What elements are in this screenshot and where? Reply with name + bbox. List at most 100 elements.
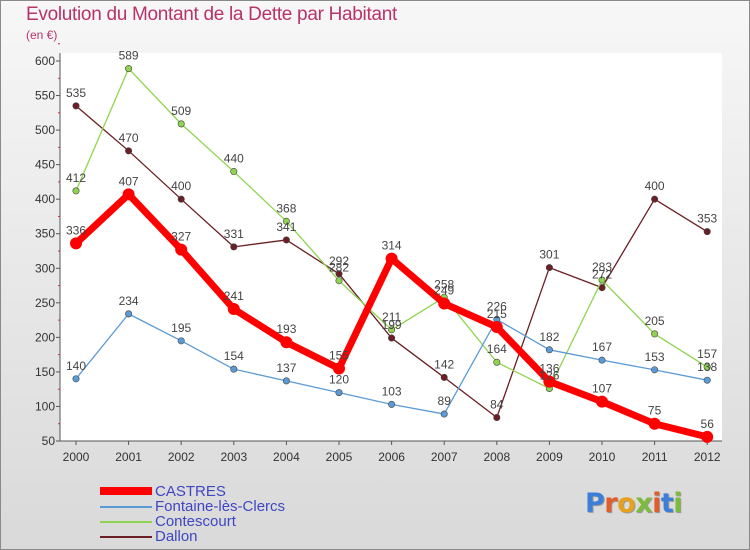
data-label-castres: 193 (276, 322, 296, 336)
data-label-contescourt: 283 (592, 260, 612, 274)
y-tick-label: 100 (35, 399, 55, 413)
x-tick-label: 2010 (589, 450, 616, 464)
data-label-dallon: 353 (697, 212, 717, 226)
data-label-dallon: 400 (171, 179, 191, 193)
data-point-fontaine-les-clercs (388, 400, 396, 408)
x-tick-label: 2012 (694, 450, 721, 464)
y-tick-label: 400 (35, 192, 55, 206)
x-tick-label: 2000 (63, 450, 90, 464)
data-point-castres (438, 297, 451, 310)
y-tick-label: 450 (35, 158, 55, 172)
data-label-castres: 136 (539, 362, 559, 376)
chart-legend: CASTRES Fontaine-lès-Clercs Contescourt … (100, 483, 360, 545)
logo-letter: t (660, 488, 674, 519)
data-label-dallon: 272 (592, 268, 612, 282)
data-label-dallon: 292 (329, 254, 349, 268)
x-tick-label: 2009 (536, 450, 563, 464)
data-label-dallon: 535 (66, 86, 86, 100)
legend-item-dallon: Dallon (100, 528, 360, 545)
data-point-dallon (335, 270, 343, 278)
data-point-fontaine-les-clercs (598, 356, 606, 364)
data-label-contescourt: 509 (171, 104, 191, 118)
data-point-dallon (703, 228, 711, 236)
data-label-fontaine-les-clercs: 154 (224, 349, 244, 363)
data-label-castres: 407 (119, 174, 139, 188)
y-tick-label: 600 (35, 54, 55, 68)
data-label-castres: 336 (66, 223, 86, 237)
data-label-dallon: 341 (276, 220, 296, 234)
data-point-castres (543, 375, 556, 388)
data-label-castres: 327 (171, 230, 191, 244)
data-point-contescourt (282, 217, 290, 225)
data-label-castres: 107 (592, 382, 612, 396)
data-point-castres (648, 417, 661, 430)
data-label-fontaine-les-clercs: 138 (697, 360, 717, 374)
data-point-dallon (72, 102, 80, 110)
data-label-contescourt: 157 (697, 347, 717, 361)
logo-letter: P (585, 488, 605, 519)
data-label-contescourt: 368 (276, 201, 296, 215)
data-point-contescourt (493, 358, 501, 366)
legend-label-fontaine-les-clercs: Fontaine-lès-Clercs (155, 498, 286, 515)
legend-swatch-castres (100, 487, 152, 495)
logo-letter: i (652, 488, 661, 519)
data-label-castres: 56 (701, 417, 715, 431)
data-label-castres: 249 (434, 284, 454, 298)
data-label-contescourt: 126 (539, 368, 559, 382)
x-tick-label: 2007 (431, 450, 458, 464)
data-label-fontaine-les-clercs: 153 (645, 350, 665, 364)
legend-item-castres: CASTRES (100, 483, 360, 500)
data-point-contescourt (388, 326, 396, 334)
data-label-contescourt: 164 (487, 342, 507, 356)
data-label-dallon: 199 (382, 318, 402, 332)
x-tick-label: 2004 (273, 450, 300, 464)
data-label-contescourt: 258 (434, 277, 454, 291)
data-label-contescourt: 282 (329, 261, 349, 275)
data-point-dallon (177, 195, 185, 203)
data-point-dallon (651, 195, 659, 203)
data-label-dallon: 400 (645, 179, 665, 193)
legend-swatch-contescourt (100, 521, 152, 523)
x-tick-label: 2011 (642, 450, 668, 464)
data-label-fontaine-les-clercs: 167 (592, 340, 612, 354)
data-label-dallon: 84 (490, 398, 504, 412)
data-point-contescourt (177, 120, 185, 128)
data-label-fontaine-les-clercs: 195 (171, 321, 191, 335)
data-label-castres: 215 (487, 307, 507, 321)
data-point-dallon (545, 264, 553, 272)
data-point-fontaine-les-clercs (230, 365, 238, 373)
data-label-fontaine-les-clercs: 234 (119, 294, 139, 308)
legend-label-dallon: Dallon (155, 528, 198, 545)
data-point-fontaine-les-clercs (72, 375, 80, 383)
data-label-dallon: 301 (539, 248, 559, 262)
y-tick-label: 550 (35, 89, 55, 103)
y-tick-label: 300 (35, 261, 55, 275)
x-tick-label: 2002 (168, 450, 195, 464)
data-point-castres (490, 321, 503, 333)
x-tick-label: 2005 (326, 450, 353, 464)
x-tick-label: 2006 (378, 450, 405, 464)
data-label-contescourt: 211 (382, 310, 401, 324)
data-label-castres: 155 (329, 348, 349, 362)
data-label-fontaine-les-clercs: 182 (539, 330, 559, 344)
data-point-dallon (388, 334, 396, 342)
data-point-castres (385, 252, 398, 265)
data-label-fontaine-les-clercs: 137 (276, 361, 296, 375)
legend-item-fontaine-les-clercs: Fontaine-lès-Clercs (100, 498, 360, 515)
data-point-dallon (440, 373, 448, 381)
data-point-castres (333, 362, 345, 375)
plot-area (60, 53, 722, 441)
logo-letter: o (617, 488, 636, 519)
data-label-castres: 314 (382, 239, 402, 253)
chart-title: Evolution du Montant de la Dette par Hab… (26, 4, 397, 25)
data-point-castres (701, 430, 714, 443)
y-tick-label: 500 (35, 123, 55, 137)
data-point-fontaine-les-clercs (177, 337, 185, 345)
data-point-castres (596, 395, 608, 408)
data-point-fontaine-les-clercs (703, 376, 711, 384)
data-point-contescourt (598, 276, 606, 284)
data-label-castres: 75 (648, 404, 662, 418)
chart-unit-label: (en €) (26, 28, 58, 42)
data-point-contescourt (72, 187, 80, 195)
